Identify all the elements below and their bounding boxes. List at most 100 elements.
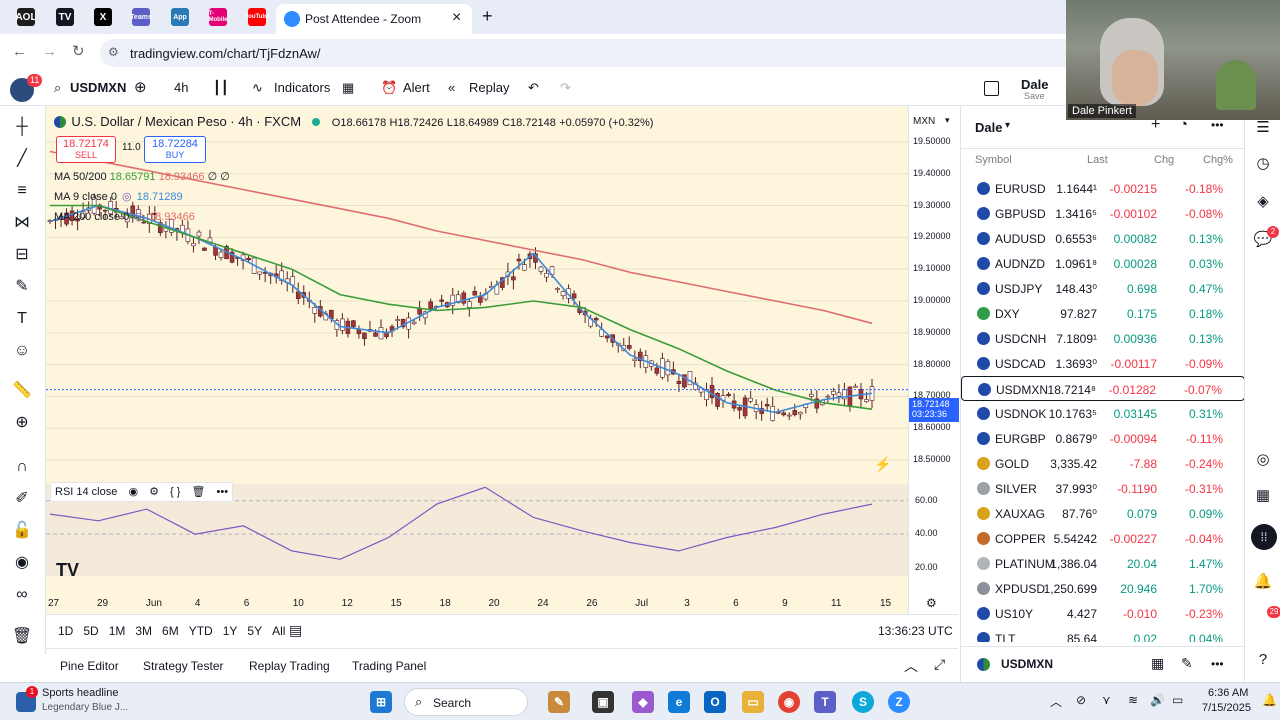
tradingview-tab-icon[interactable]: TV: [56, 8, 74, 26]
source-code-icon[interactable]: { }: [170, 486, 181, 498]
more-icon[interactable]: •••: [1211, 118, 1224, 132]
bell-icon[interactable]: 🔔: [1262, 693, 1277, 707]
emoji-icon[interactable]: ☺: [13, 342, 31, 359]
price-scale[interactable]: MXN ▾ 19.50000 19.40000 19.30000 19.20000 19…: [908, 106, 959, 614]
active-tab[interactable]: Post Attendee - Zoom ×: [276, 4, 472, 34]
apps-grid-icon[interactable]: ⁞⁞: [1251, 524, 1277, 550]
calendar-icon[interactable]: ▦: [1255, 487, 1271, 504]
alert-icon[interactable]: ⏰: [381, 80, 398, 95]
tab-strategy-tester[interactable]: Strategy Tester: [143, 659, 224, 673]
copilot-icon[interactable]: ◆: [632, 691, 654, 713]
range-1y[interactable]: 1Y: [222, 624, 238, 638]
chevron-down-icon[interactable]: ▾: [1005, 120, 1011, 131]
currency-label[interactable]: MXN: [913, 116, 936, 127]
range-1d[interactable]: 1D: [58, 624, 74, 638]
teams-icon[interactable]: T: [814, 691, 836, 713]
chart-pane[interactable]: 27 29 Jun 4 6 10 12 15 18 20 24 26 Jul 3 6 9 11 15 U.S. D…: [46, 106, 908, 614]
grid-view-icon[interactable]: ▦: [1151, 655, 1165, 671]
eye-icon[interactable]: ◉: [15, 554, 29, 571]
aol-tab-icon[interactable]: AOL: [15, 8, 37, 26]
watchlist-row[interactable]: XPDUSD 1,250.699 20.946 1.70%: [961, 576, 1245, 601]
utc-clock[interactable]: 13:36:23 UTC: [878, 624, 953, 638]
watchlist-row[interactable]: TLT 85.64 0.02 0.04%: [961, 626, 1245, 642]
watchlist-row[interactable]: GOLD 3,335.42 -7.88 -0.24%: [961, 451, 1245, 476]
watchlist-icon[interactable]: ☰: [1256, 119, 1270, 136]
range-all[interactable]: All: [272, 624, 286, 638]
more-icon[interactable]: •••: [216, 486, 229, 498]
reload-icon[interactable]: ↻: [72, 43, 85, 60]
fib-icon[interactable]: ≡: [17, 182, 27, 199]
symbol-search[interactable]: USDMXN: [70, 80, 127, 95]
trash-icon[interactable]: 🗑: [11, 628, 33, 645]
task-view-icon[interactable]: ▣: [592, 691, 614, 713]
notifications-icon[interactable]: 🔔: [1253, 573, 1273, 590]
col-chg-pct[interactable]: Chg%: [1203, 154, 1233, 166]
footer-symbol[interactable]: USDMXN: [1001, 657, 1054, 671]
x-tab-icon[interactable]: X: [94, 8, 112, 26]
url-field[interactable]: ⚙ tradingview.com/chart/TjFdznAw/: [100, 39, 1100, 67]
watchlist-row[interactable]: COPPER 5.54242 -0.00227 -0.04%: [961, 526, 1245, 551]
replay-button[interactable]: Replay: [469, 80, 510, 95]
news-title[interactable]: Sports headline: [42, 687, 119, 699]
range-6m[interactable]: 6M: [162, 624, 179, 638]
edge-icon[interactable]: e: [668, 691, 690, 713]
eye-icon[interactable]: ◉: [128, 486, 139, 498]
watchlist-row[interactable]: EURGBP 0.8679⁰ -0.00094 -0.11%: [961, 426, 1245, 451]
watchlist-row[interactable]: USDNOK 10.1763⁵ 0.03145 0.31%: [961, 401, 1245, 426]
app-icon[interactable]: ✎: [548, 691, 570, 713]
range-5y[interactable]: 5Y: [247, 624, 263, 638]
magnet-icon[interactable]: ∩: [16, 458, 28, 475]
sell-button[interactable]: 18.72174 SELL: [56, 136, 116, 163]
advanced-view-icon[interactable]: ◔: [1179, 116, 1189, 133]
search-icon[interactable]: ⌕: [54, 80, 62, 95]
forward-icon[interactable]: →: [42, 43, 57, 60]
back-icon[interactable]: ←: [12, 43, 27, 60]
windows-start-icon[interactable]: ⊞: [370, 691, 392, 713]
watchlist-row[interactable]: GBPUSD 1.3416⁵ -0.00102 -0.08%: [961, 201, 1245, 226]
taskbar-date[interactable]: 7/15/2025: [1202, 702, 1251, 714]
projection-icon[interactable]: ⊟: [15, 246, 29, 263]
layout-save[interactable]: Save: [1024, 91, 1045, 101]
tab-trading-panel[interactable]: Trading Panel: [352, 659, 427, 673]
collapse-panel-icon[interactable]: ︿: [904, 658, 918, 674]
alert-button[interactable]: Alert: [403, 80, 430, 95]
range-5d[interactable]: 5D: [83, 624, 99, 638]
indicators-icon[interactable]: ∿: [252, 80, 263, 95]
fullscreen-icon[interactable]: [984, 81, 999, 96]
replay-icon[interactable]: «: [448, 80, 456, 95]
col-last[interactable]: Last: [1087, 154, 1108, 166]
date-range-icon[interactable]: ▤: [289, 622, 303, 638]
patterns-icon[interactable]: ⋈: [14, 214, 30, 231]
site-info-icon[interactable]: ⚙: [108, 45, 119, 59]
layout-name[interactable]: Dale: [1021, 77, 1049, 92]
volume-icon[interactable]: 🔊: [1150, 693, 1165, 707]
teams-tab-icon[interactable]: Teams: [130, 8, 152, 26]
settings-icon[interactable]: ⚙: [149, 486, 159, 498]
range-1m[interactable]: 1M: [108, 624, 126, 638]
watchlist-row[interactable]: XAUXAG 87.76⁰ 0.079 0.09%: [961, 501, 1245, 526]
zoom-in-icon[interactable]: ⊕: [15, 414, 29, 431]
news-subtitle[interactable]: Legendary Blue J...: [42, 702, 129, 713]
chevron-down-icon[interactable]: ▾: [945, 115, 950, 125]
network-icon[interactable]: ⊘: [1076, 693, 1087, 707]
watchlist-row[interactable]: AUDUSD 0.6553⁶ 0.00082 0.13%: [961, 226, 1245, 251]
watchlist-name[interactable]: Dale: [975, 120, 1003, 135]
stay-drawing-icon[interactable]: ✐: [15, 490, 29, 507]
alerts-clock-icon[interactable]: ◷: [1256, 155, 1270, 172]
maximize-panel-icon[interactable]: ⤢: [934, 656, 946, 672]
templates-icon[interactable]: ▦: [342, 80, 355, 95]
chrome-icon[interactable]: ◉: [778, 691, 800, 713]
taskbar-search[interactable]: ⌕ Search: [404, 688, 528, 716]
indicators-button[interactable]: Indicators: [274, 80, 331, 95]
rsi-legend[interactable]: RSI 14 close ◉ ⚙ { } 🗑 •••: [50, 482, 234, 502]
watchlist-row[interactable]: PLATINUM 1,386.04 20.04 1.47%: [961, 551, 1245, 576]
edit-icon[interactable]: ✎: [1181, 655, 1193, 671]
skype-icon[interactable]: S: [852, 691, 874, 713]
watchlist-row[interactable]: SILVER 37.993⁰ -0.1190 -0.31%: [961, 476, 1245, 501]
battery-icon[interactable]: ▭: [1172, 693, 1184, 707]
tab-pine-editor[interactable]: Pine Editor: [60, 659, 119, 673]
text-icon[interactable]: T: [17, 310, 27, 327]
ma50-200-legend[interactable]: MA 50/200 18.65791 18.93466 ∅ ∅: [54, 170, 230, 183]
layers-icon[interactable]: ◈: [1257, 193, 1269, 210]
help-icon[interactable]: ?: [1258, 651, 1268, 668]
